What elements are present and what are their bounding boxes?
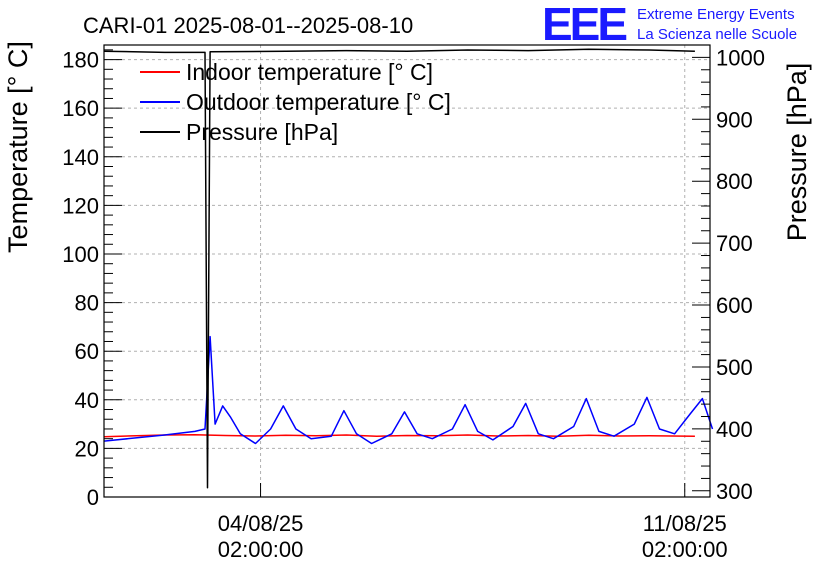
y-tick-label: 160 [62, 96, 99, 121]
grid [104, 45, 710, 497]
plot-frame [103, 44, 711, 498]
legend-label-1: Indoor temperature [° C] [186, 59, 433, 85]
x-tick-label-time: 02:00:00 [642, 537, 728, 562]
logo-line-2: La Scienza nelle Scuole [637, 26, 797, 43]
y-tick-label: 80 [75, 291, 99, 316]
series-line-1 [103, 434, 695, 438]
logo-line-1: Extreme Energy Events [637, 6, 795, 23]
y2-axis-title: Pressure [hPa] [782, 63, 812, 242]
y2-tick-label: 900 [716, 107, 753, 132]
y-tick-label: 180 [62, 48, 99, 73]
x-tick-label-date: 04/08/25 [218, 511, 304, 536]
y2-tick-label: 1000 [716, 45, 765, 70]
y-tick-label: 140 [62, 145, 99, 170]
y-tick-label: 40 [75, 388, 99, 413]
series-layer [103, 48, 714, 489]
logo: EEE Extreme Energy Events La Scienza nel… [542, 0, 797, 50]
x-tick-label-date: 11/08/25 [643, 511, 727, 536]
legend: Indoor temperature [° C] Outdoor temperat… [140, 59, 451, 145]
y-tick-label: 0 [87, 485, 99, 510]
y2-tick-label: 700 [716, 231, 753, 256]
y2-tick-label: 500 [716, 355, 753, 380]
x-tick-label-time: 02:00:00 [218, 537, 304, 562]
y2-tick-label: 300 [716, 479, 753, 504]
y2-tick-label: 800 [716, 169, 753, 194]
y2-tick-label: 600 [716, 293, 753, 318]
legend-label-2: Outdoor temperature [° C] [186, 89, 451, 115]
y-tick-label: 120 [62, 193, 99, 218]
series-line-2 [103, 335, 714, 445]
series-line-3 [103, 48, 695, 489]
y-axis-title: Temperature [° C] [3, 41, 33, 253]
legend-label-3: Pressure [hPa] [186, 119, 338, 145]
y-tick-label: 60 [75, 339, 99, 364]
axes: 0 20 40 60 80 100 120 140 160 180 300 400 500 600 700 8… [62, 44, 765, 562]
chart-title: CARI-01 2025-08-01--2025-08-10 [83, 13, 413, 38]
logo-mark: EEE [542, 0, 626, 50]
y-tick-label: 100 [62, 242, 99, 267]
y-tick-label: 20 [75, 436, 99, 461]
y2-tick-label: 400 [716, 417, 753, 442]
